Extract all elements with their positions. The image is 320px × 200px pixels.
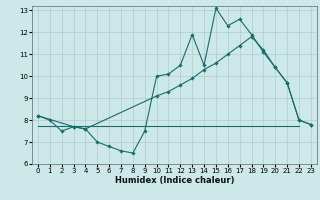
X-axis label: Humidex (Indice chaleur): Humidex (Indice chaleur) (115, 176, 234, 185)
